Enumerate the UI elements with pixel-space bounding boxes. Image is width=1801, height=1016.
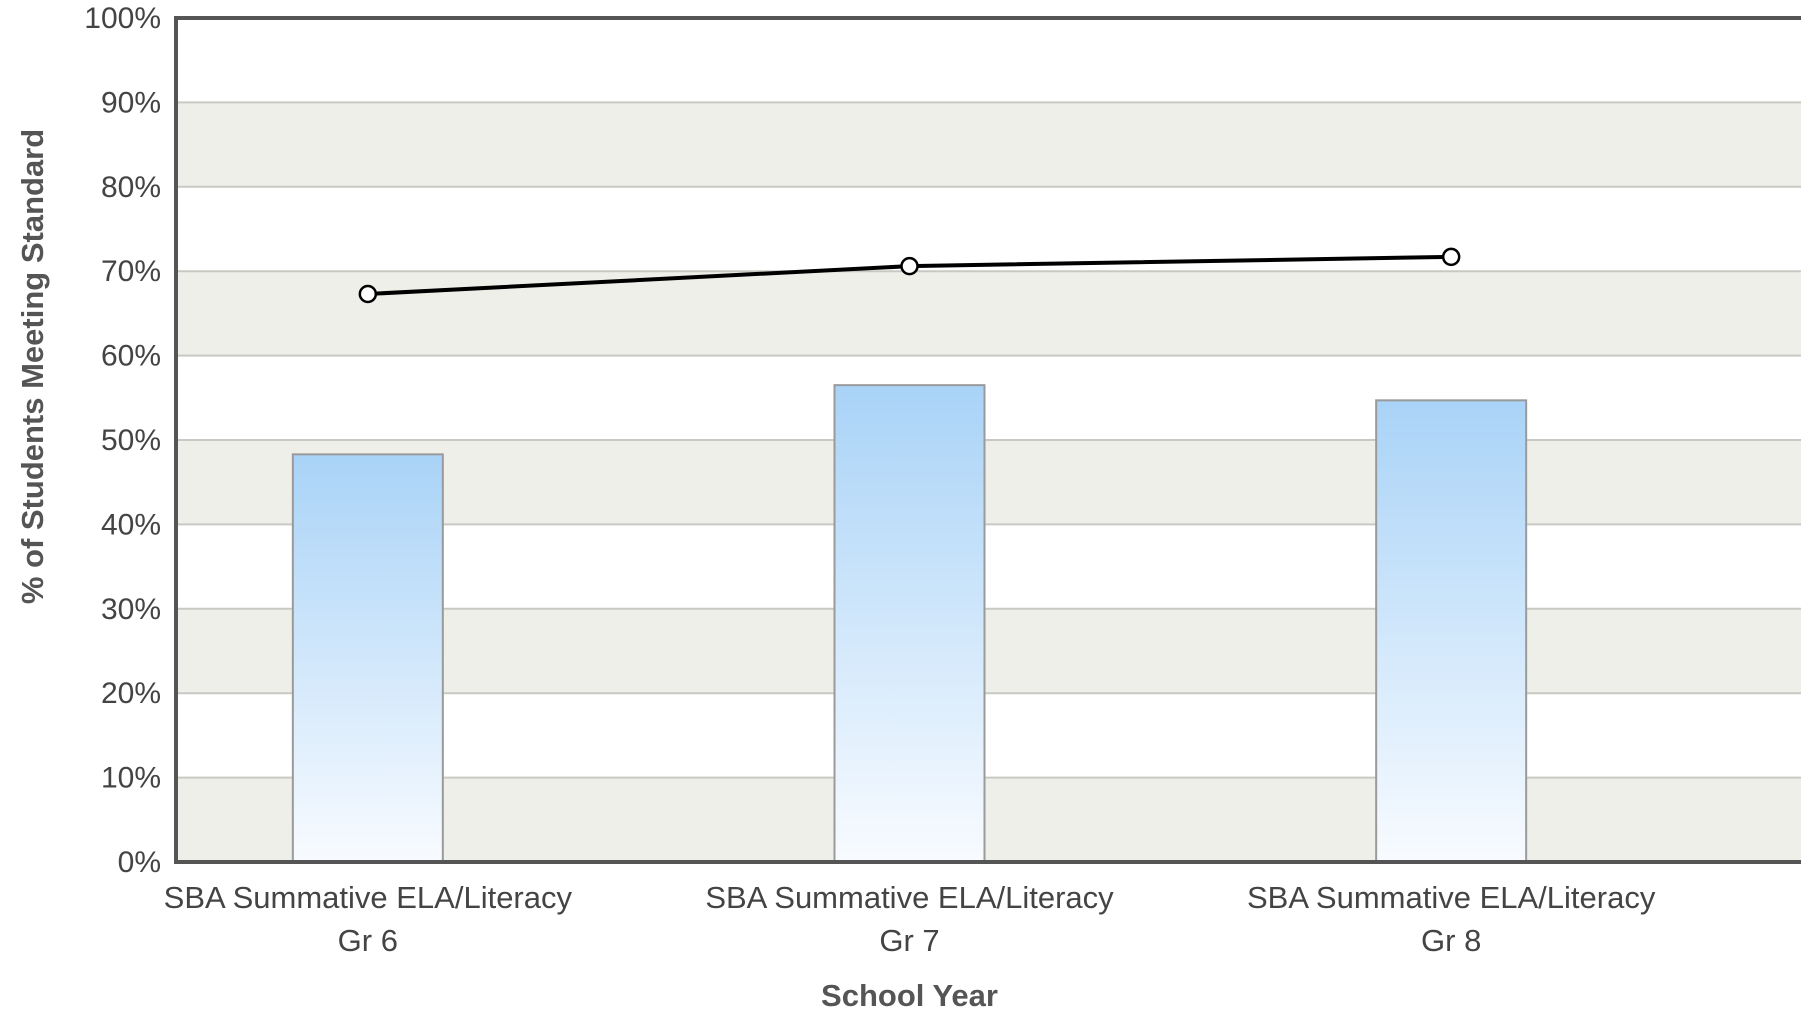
band (176, 693, 1801, 778)
y-tick-label: 10% (101, 762, 161, 795)
y-axis-ticks: 0% 10% 20% 30% 40% 50% 60% 70% 80% 90% 100% (84, 2, 161, 879)
bar-series (291, 384, 1528, 863)
bar (1375, 399, 1528, 863)
band (176, 271, 1801, 356)
x-category-label: SBA Summative ELA/Literacy (705, 880, 1114, 915)
y-tick-label: 60% (101, 340, 161, 373)
y-tick-label: 80% (101, 171, 161, 204)
band (176, 440, 1801, 525)
axes (174, 16, 1801, 864)
line-point (1441, 247, 1461, 267)
y-tick-label: 20% (101, 677, 161, 710)
y-tick-label: 100% (84, 2, 161, 35)
y-tick-label: 30% (101, 593, 161, 626)
x-category-label: SBA Summative ELA/Literacy (1247, 880, 1656, 915)
x-axis-labels: SBA Summative ELA/Literacy Gr 6 SBA Summat… (164, 880, 1656, 958)
y-tick-label: 70% (101, 255, 161, 288)
band (176, 355, 1801, 440)
band (176, 102, 1801, 187)
bar (833, 384, 986, 863)
y-axis-title: % of Students Meeting Standard (15, 129, 50, 604)
x-category-label: Gr 7 (879, 923, 939, 958)
band (176, 777, 1801, 862)
line-series (358, 247, 1461, 304)
band (176, 524, 1801, 609)
y-tick-label: 0% (118, 846, 161, 879)
line-point (358, 284, 378, 304)
band (176, 608, 1801, 694)
y-tick-label: 50% (101, 424, 161, 457)
x-category-label: SBA Summative ELA/Literacy (164, 880, 573, 915)
bar (291, 453, 444, 863)
x-category-label: Gr 6 (338, 923, 398, 958)
x-category-label: Gr 8 (1421, 923, 1481, 958)
x-axis-title: School Year (821, 978, 998, 1013)
plot-background (176, 18, 1801, 862)
band (176, 186, 1801, 272)
y-tick-label: 90% (101, 86, 161, 119)
line-point (900, 256, 919, 276)
band (176, 18, 1801, 103)
y-tick-label: 40% (101, 508, 161, 541)
